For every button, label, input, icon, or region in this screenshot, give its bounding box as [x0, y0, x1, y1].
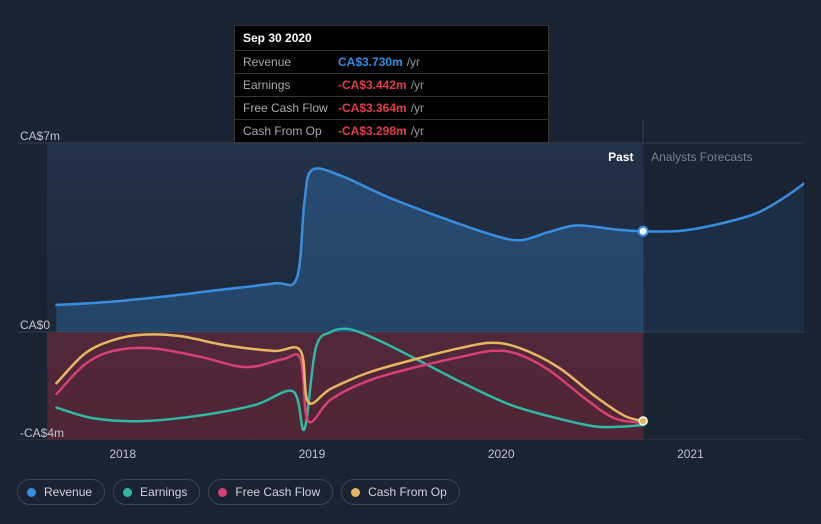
x-axis-tick: 2019	[299, 447, 326, 461]
tooltip-row-fcf: Free Cash Flow -CA$3.364m /yr	[235, 97, 548, 120]
legend-swatch	[123, 488, 132, 497]
x-axis-tick: 2018	[109, 447, 136, 461]
y-axis-label: CA$7m	[20, 129, 60, 143]
tooltip-value: -CA$3.298m	[338, 124, 407, 138]
chart-svg	[17, 120, 804, 440]
legend-swatch	[218, 488, 227, 497]
y-axis-label: -CA$4m	[20, 426, 64, 440]
tooltip-row-earnings: Earnings -CA$3.442m /yr	[235, 74, 548, 97]
tooltip-unit: /yr	[411, 124, 424, 138]
legend-item-fcf[interactable]: Free Cash Flow	[208, 479, 333, 505]
y-axis-label: CA$0	[20, 318, 50, 332]
x-axis-tick: 2021	[677, 447, 704, 461]
chart-tooltip: Sep 30 2020 Revenue CA$3.730m /yr Earnin…	[234, 25, 549, 143]
legend-item-cfo[interactable]: Cash From Op	[341, 479, 460, 505]
label-analysts-forecasts: Analysts Forecasts	[651, 150, 752, 164]
tooltip-value: -CA$3.364m	[338, 101, 407, 115]
tooltip-unit: /yr	[411, 101, 424, 115]
tooltip-value: CA$3.730m	[338, 55, 403, 69]
tooltip-label: Earnings	[243, 78, 338, 92]
legend-swatch	[351, 488, 360, 497]
tooltip-row-revenue: Revenue CA$3.730m /yr	[235, 51, 548, 74]
legend-label: Revenue	[44, 485, 92, 499]
financial-chart[interactable]: Past Analysts Forecasts	[17, 120, 804, 440]
tooltip-row-cfo: Cash From Op -CA$3.298m /yr	[235, 120, 548, 142]
legend-item-revenue[interactable]: Revenue	[17, 479, 105, 505]
tooltip-value: -CA$3.442m	[338, 78, 407, 92]
tooltip-label: Free Cash Flow	[243, 101, 338, 115]
legend-label: Free Cash Flow	[235, 485, 320, 499]
legend-item-earnings[interactable]: Earnings	[113, 479, 200, 505]
tooltip-date: Sep 30 2020	[235, 26, 548, 51]
legend-label: Cash From Op	[368, 485, 447, 499]
label-past: Past	[608, 150, 633, 164]
x-axis-tick: 2020	[488, 447, 515, 461]
tooltip-label: Cash From Op	[243, 124, 338, 138]
tooltip-unit: /yr	[407, 55, 420, 69]
legend-label: Earnings	[140, 485, 187, 499]
tooltip-label: Revenue	[243, 55, 338, 69]
chart-legend: Revenue Earnings Free Cash Flow Cash Fro…	[17, 479, 460, 505]
legend-swatch	[27, 488, 36, 497]
tooltip-unit: /yr	[411, 78, 424, 92]
